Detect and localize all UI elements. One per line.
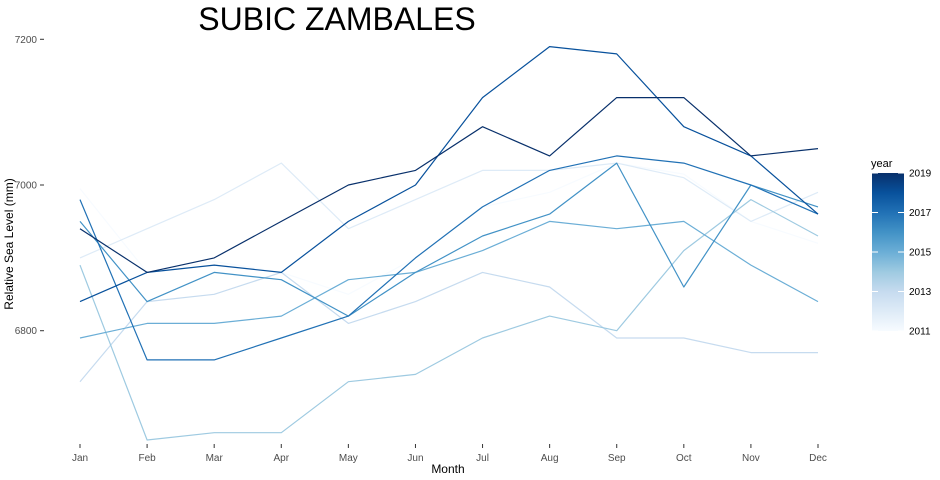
series-line-2014 [79,199,819,441]
series-line-2015 [79,220,819,339]
series-line-2011 [79,162,819,295]
x-tick-label: Aug [541,453,559,464]
x-tick-label: Oct [676,453,692,464]
series-line-2016 [79,162,819,317]
x-tick-label: Nov [742,453,760,464]
series-line-2012 [79,162,819,259]
x-tick-label: Jul [476,453,489,464]
legend-tick-label: 2017 [909,208,932,219]
x-tick-label: Mar [206,453,224,464]
x-tick-label: Jun [407,453,423,464]
series-line-2017 [79,155,819,361]
series-line-2013 [79,271,818,383]
legend-colorbar: year 2011 2013 2015 2017 2019 [871,158,932,338]
series-line-2019 [79,96,819,273]
x-axis: Jan Feb Mar Apr May Jun Jul Aug Sep Oct Nov Dec [72,444,827,464]
x-tick-label: Feb [138,453,156,464]
legend-tick-label: 2011 [909,327,931,338]
series-lines [79,45,819,441]
chart-title: SUBIC ZAMBALES [198,1,475,37]
x-tick-label: May [339,453,358,464]
x-tick-label: Jan [72,453,88,464]
legend-title: year [871,158,893,170]
y-axis: 6800 7000 7200 [15,35,44,337]
y-tick-label: 6800 [15,326,38,337]
y-tick-label: 7200 [15,35,38,46]
y-tick-label: 7000 [15,181,38,192]
x-axis-title: Month [431,462,464,476]
legend-tick-label: 2013 [909,287,932,298]
legend-tick-label: 2015 [909,248,932,259]
x-tick-label: Apr [273,453,289,464]
x-tick-label: Sep [608,453,626,464]
legend-tick-label: 2019 [909,169,932,180]
series-line-2018 [79,45,819,303]
y-axis-title: Relative Sea Level (mm) [2,178,16,309]
x-tick-label: Dec [809,453,827,464]
